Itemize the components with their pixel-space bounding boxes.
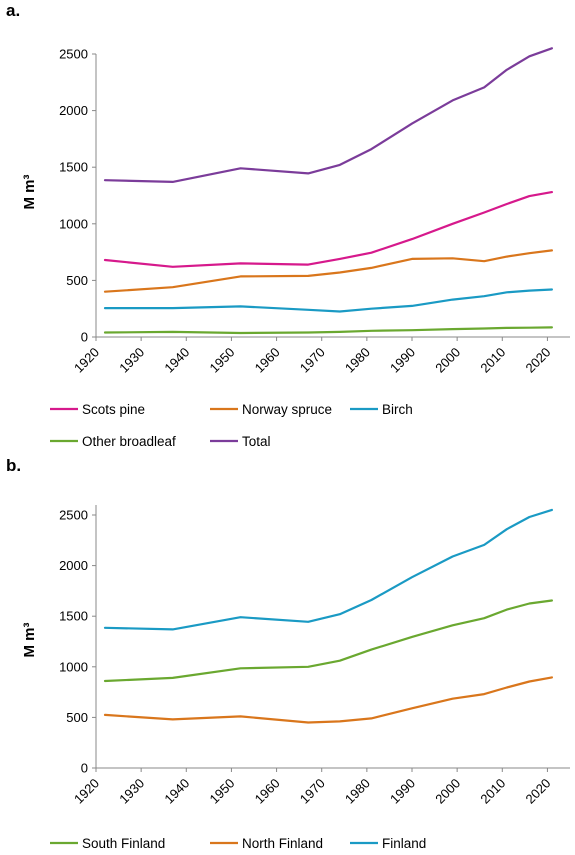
panel-a-x-tick-label: 1940 (161, 345, 192, 376)
panel-b-y-tick-label: 500 (66, 710, 88, 725)
panel-b-x-ticks: 1920 1930 1940 1950 1960 1970 1980 1990 2000 2010… (71, 768, 554, 807)
panel-a-series (103, 47, 554, 335)
panel-b-y-ticks: 0 500 1000 1500 2000 2500 (59, 508, 96, 776)
panel-b-x-tick-label: 1940 (161, 776, 192, 807)
panel-b-y-axis-label: M m³ (21, 623, 38, 658)
panel-a-series-line-norway-spruce (103, 249, 554, 293)
panel-a-y-tick-label: 1000 (59, 216, 88, 231)
panel-b-x-tick-label: 1990 (387, 776, 418, 807)
panel-b-series (103, 508, 554, 724)
panel-a-x-tick-label: 2000 (432, 345, 463, 376)
panel-a-x-tick-label: 1960 (252, 345, 283, 376)
panel-a-series-line-scots-pine (103, 191, 554, 268)
panel-a-series-line-birch (103, 288, 554, 313)
panel-a-y-tick-label: 500 (66, 273, 88, 288)
panel-b-series-line-finland (103, 508, 554, 631)
panel-a-x-tick-label: 2020 (522, 345, 553, 376)
panel-b-y-tick-label: 0 (81, 761, 88, 776)
panel-b-y-tick-label: 2000 (59, 558, 88, 573)
panel-b-x-tick-label: 2000 (432, 776, 463, 807)
panel-a-label: a. (6, 1, 20, 20)
panel-b-series-line-south-finland (103, 599, 554, 683)
panel-b-x-tick-label: 1970 (297, 776, 328, 807)
panel-b-legend: South Finland North Finland Finland (50, 836, 426, 851)
panel-b-x-tick-label: 1960 (252, 776, 283, 807)
panel-b-x-tick-label: 1920 (71, 776, 102, 807)
panel-a-y-tick-label: 2500 (59, 47, 88, 62)
panel-a-legend-label-other-broadleaf: Other broadleaf (82, 434, 176, 449)
panel-a-y-axis-label: M m³ (21, 175, 38, 210)
panel-b-series-line-north-finland (103, 676, 554, 724)
panel-a-x-tick-label: 1930 (116, 345, 147, 376)
panel-a-legend-label-scots-pine: Scots pine (82, 402, 145, 417)
panel-a-legend-label-total: Total (242, 434, 271, 449)
panel-a-x-tick-label: 2010 (477, 345, 508, 376)
panel-b-x-tick-label: 1950 (206, 776, 237, 807)
panel-b: b. 0 500 1000 1500 2000 2500 M m³ 1920 1930 194… (6, 456, 570, 851)
panel-a-y-ticks: 0 500 1000 1500 2000 2500 (59, 47, 96, 345)
panel-b-x-tick-label: 2010 (477, 776, 508, 807)
panel-a: a. 0 500 1000 1500 2000 2500 M m³ 1920 1930 194… (6, 1, 570, 449)
panel-b-x-tick-label: 1930 (116, 776, 147, 807)
panel-b-legend-label-finland: Finland (382, 836, 426, 851)
panel-a-legend-label-birch: Birch (382, 402, 413, 417)
panel-b-y-tick-label: 1500 (59, 609, 88, 624)
panel-a-legend-label-norway-spruce: Norway spruce (242, 402, 332, 417)
panel-a-x-ticks: 1920 1930 1940 1950 1960 1970 1980 1990 2000 2010… (71, 337, 554, 376)
panel-b-y-tick-label: 2500 (59, 508, 88, 523)
panel-a-x-tick-label: 1950 (206, 345, 237, 376)
panel-a-x-tick-label: 1970 (297, 345, 328, 376)
panel-a-y-tick-label: 0 (81, 330, 88, 345)
panel-a-y-tick-label: 1500 (59, 160, 88, 175)
panel-b-x-tick-label: 2020 (522, 776, 553, 807)
panel-a-x-tick-label: 1920 (71, 345, 102, 376)
panel-b-legend-label-south-finland: South Finland (82, 836, 165, 851)
panel-b-x-tick-label: 1980 (342, 776, 373, 807)
panel-a-x-tick-label: 1980 (342, 345, 373, 376)
panel-a-legend: Scots pine Norway spruce Birch Other broadl… (50, 402, 413, 449)
panel-a-series-line-other-broadleaf (103, 326, 554, 335)
panel-b-legend-label-north-finland: North Finland (242, 836, 323, 851)
panel-b-y-tick-label: 1000 (59, 659, 88, 674)
panel-a-series-line-total (103, 47, 554, 183)
panel-a-y-tick-label: 2000 (59, 103, 88, 118)
panel-b-label: b. (6, 456, 21, 475)
panel-a-x-tick-label: 1990 (387, 345, 418, 376)
